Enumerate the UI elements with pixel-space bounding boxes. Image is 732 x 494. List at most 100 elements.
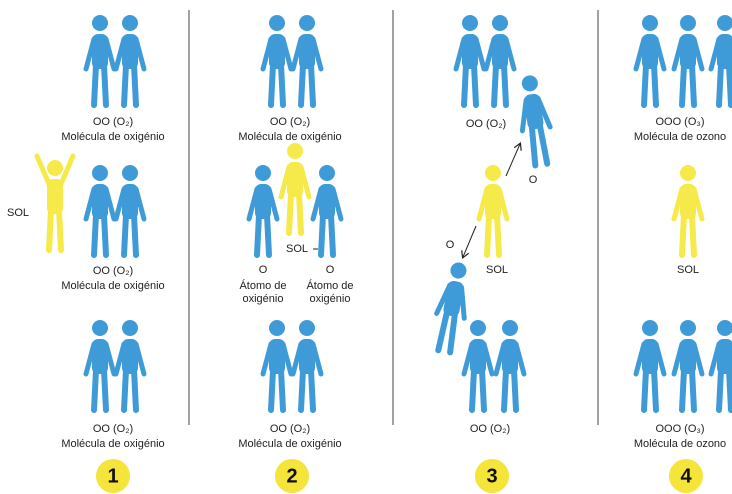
label: O (326, 264, 335, 276)
torso (255, 184, 271, 219)
limb (271, 370, 273, 410)
torso (492, 34, 508, 69)
head (449, 261, 468, 280)
label: SOL (486, 264, 508, 276)
limb (504, 370, 506, 410)
limb (124, 370, 126, 410)
step-number: 4 (680, 465, 692, 487)
label: Molécula de oxigénio (238, 438, 341, 450)
limb (487, 215, 489, 255)
person (711, 15, 732, 105)
person (313, 165, 341, 255)
person (515, 73, 555, 166)
limb (692, 370, 694, 410)
limb (729, 370, 731, 410)
torso (470, 339, 486, 374)
label: Molécula de ozono (634, 438, 726, 450)
torso (299, 34, 315, 69)
head (492, 15, 508, 31)
arrow (506, 144, 520, 176)
limb (281, 370, 283, 410)
head (269, 320, 285, 336)
head (717, 15, 732, 31)
head (299, 320, 315, 336)
head (122, 15, 138, 31)
label: O (446, 239, 455, 251)
label: SOL (286, 243, 308, 255)
head (255, 165, 271, 181)
limb (301, 65, 303, 105)
limb (267, 215, 269, 255)
head (680, 15, 696, 31)
head (299, 15, 315, 31)
torso (485, 184, 501, 219)
label: Molécula de oxigénio (61, 438, 164, 450)
limb (281, 65, 283, 105)
label: OO (O₂) (470, 423, 510, 435)
limb (438, 311, 447, 351)
limb (61, 156, 73, 184)
step-number: 3 (486, 465, 497, 487)
limb (494, 65, 496, 105)
limb (692, 65, 694, 105)
torso (92, 34, 108, 69)
limb (504, 65, 506, 105)
torso (47, 179, 63, 214)
limb (682, 215, 684, 255)
limb (299, 193, 301, 233)
limb (514, 370, 516, 410)
limb (719, 65, 721, 105)
limb (134, 215, 136, 255)
label: SOL (7, 207, 29, 219)
head (680, 165, 696, 181)
head (92, 15, 108, 31)
torso (287, 162, 303, 197)
person (674, 165, 702, 255)
limb (482, 370, 484, 410)
label: OO (O₂) (270, 116, 310, 128)
step-number: 1 (107, 465, 118, 487)
head (92, 165, 108, 181)
label: O (259, 264, 268, 276)
torso (299, 339, 315, 374)
person (86, 320, 114, 410)
person (263, 320, 291, 410)
limb (729, 65, 731, 105)
label: oxigénio (243, 293, 284, 305)
limb (257, 215, 259, 255)
head (717, 320, 732, 336)
torso (122, 34, 138, 69)
person (116, 15, 144, 105)
torso (502, 339, 518, 374)
torso (269, 339, 285, 374)
limb (321, 215, 323, 255)
limb (134, 65, 136, 105)
head (287, 143, 303, 159)
limb (104, 65, 106, 105)
person (464, 320, 492, 410)
limb (448, 313, 457, 353)
torso (122, 339, 138, 374)
label: OOO (O₃) (655, 423, 704, 435)
torso (443, 280, 465, 317)
limb (654, 65, 656, 105)
label: OOO (O₃) (655, 116, 704, 128)
torso (680, 184, 696, 219)
torso (523, 93, 544, 130)
head (319, 165, 335, 181)
person (496, 320, 524, 410)
torso (680, 339, 696, 374)
arrow (463, 226, 476, 257)
limb (644, 370, 646, 410)
diagram: OO (O₂) Molécula de oxigénio SOL OO (O₂) Mol… (0, 0, 732, 494)
person (479, 165, 507, 255)
limb (474, 65, 476, 105)
label: OO (O₂) (270, 423, 310, 435)
label: OO (O₂) (93, 423, 133, 435)
person (711, 320, 732, 410)
person (263, 15, 291, 105)
limb (124, 65, 126, 105)
torso (122, 184, 138, 219)
limb (540, 124, 548, 164)
torso (319, 184, 335, 219)
